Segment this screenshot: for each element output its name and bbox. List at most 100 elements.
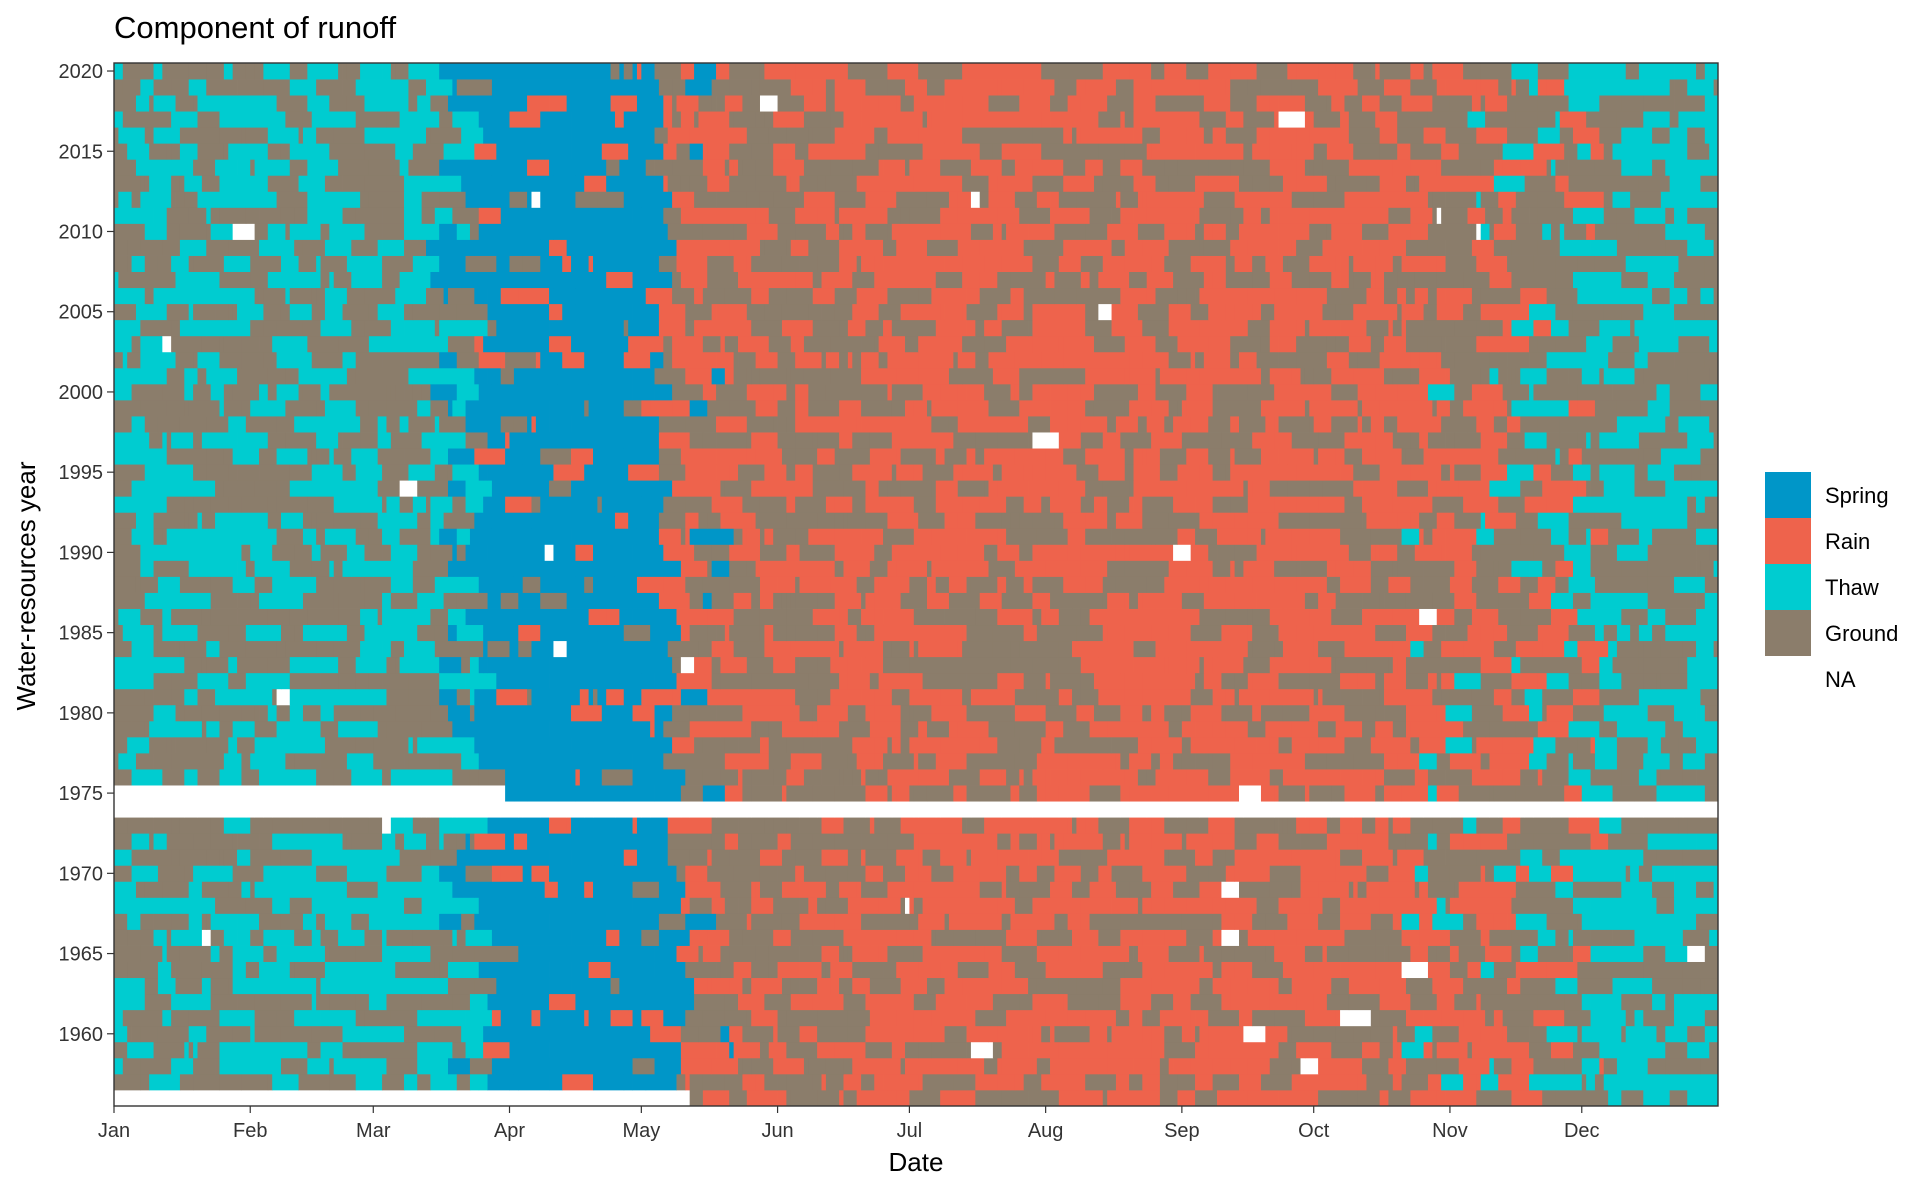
heat-cell-rain — [1208, 1025, 1222, 1043]
heat-cell-thaw — [1678, 416, 1710, 433]
heat-cell-rain — [1304, 1041, 1328, 1059]
heat-cell-rain — [746, 223, 778, 240]
heat-cell-spring — [535, 416, 550, 433]
heat-cell-rain — [944, 977, 963, 995]
heat-cell-spring — [628, 287, 647, 305]
heat-cell-spring — [575, 897, 581, 914]
heat-cell-ground — [1129, 1073, 1143, 1091]
heat-cell-ground — [1225, 271, 1253, 289]
heat-cell-rain — [922, 688, 941, 706]
heat-cell-thaw — [346, 528, 357, 545]
heat-cell-rain — [1322, 977, 1332, 995]
heat-cell-spring — [579, 769, 590, 786]
heat-cell-spring — [456, 480, 466, 497]
heat-cell-ground — [1269, 865, 1301, 882]
heat-cell-ground — [830, 544, 836, 561]
heat-cell-thaw — [188, 383, 194, 401]
heat-cell-ground — [786, 785, 814, 802]
heat-cell-ground — [676, 1073, 686, 1091]
heat-cell-ground — [1485, 1009, 1495, 1027]
heat-cell-ground — [1630, 624, 1640, 642]
heat-cell-rain — [1058, 432, 1082, 449]
heat-cell-rain — [1256, 993, 1271, 1011]
heat-cell-ground — [157, 255, 172, 272]
heat-cell-spring — [505, 608, 519, 626]
heat-cell-ground — [1093, 383, 1108, 401]
heat-cell-ground — [839, 720, 871, 738]
heat-cell-ground — [1559, 736, 1578, 754]
heat-cell-ground — [1603, 624, 1609, 642]
heat-cell-rain — [1177, 1057, 1192, 1075]
heat-cell-ground — [1564, 1057, 1583, 1075]
heat-cell-ground — [883, 239, 897, 256]
heat-cell-rain — [1217, 656, 1244, 674]
heat-cell-rain — [1524, 496, 1548, 513]
heat-cell-rain — [768, 528, 774, 545]
heat-cell-rain — [1498, 335, 1530, 353]
heat-cell-rain — [1256, 688, 1262, 706]
heat-cell-rain — [1335, 448, 1345, 465]
heat-cell-na — [1674, 801, 1684, 818]
heat-cell-rain — [1247, 672, 1253, 690]
heat-cell-ground — [1282, 704, 1310, 722]
heat-cell-rain — [759, 736, 770, 754]
heat-cell-spring — [509, 1073, 519, 1091]
heat-cell-rain — [1120, 287, 1148, 305]
heat-cell-ground — [1542, 993, 1548, 1011]
heat-cell-rain — [1239, 640, 1249, 658]
heat-cell-rain — [729, 544, 761, 561]
heat-cell-rain — [1168, 319, 1200, 337]
heat-cell-thaw — [469, 688, 475, 706]
heat-cell-ground — [676, 913, 686, 930]
heat-cell-ground — [250, 929, 264, 946]
heat-cell-ground — [439, 752, 462, 770]
heat-cell-na — [114, 785, 137, 802]
heat-cell-rain — [1269, 977, 1279, 995]
heat-cell-thaw — [175, 271, 198, 289]
heat-cell-rain — [1414, 496, 1433, 513]
heat-cell-spring — [597, 416, 616, 433]
heat-cell-rain — [1001, 255, 1007, 272]
heat-cell-ground — [1304, 592, 1319, 609]
heat-cell-rain — [1410, 512, 1420, 529]
heat-cell-thaw — [364, 849, 370, 866]
heat-cell-ground — [1036, 688, 1055, 706]
heat-cell-ground — [821, 961, 827, 979]
heat-cell-ground — [1199, 977, 1214, 995]
heat-cell-spring — [575, 881, 585, 898]
heat-cell-spring — [588, 817, 603, 834]
heat-cell-na — [426, 801, 431, 818]
heat-cell-thaw — [377, 432, 392, 449]
heat-cell-rain — [1427, 416, 1442, 433]
heat-cell-rain — [874, 752, 884, 770]
heat-cell-rain — [1080, 945, 1099, 962]
heat-cell-rain — [1384, 672, 1407, 690]
heat-cell-rain — [1120, 833, 1126, 850]
heat-cell-ground — [302, 239, 326, 256]
heat-cell-ground — [944, 608, 976, 626]
heat-cell-rain — [1555, 640, 1565, 658]
heat-cell-thaw — [131, 640, 150, 658]
heat-cell-rain — [1208, 576, 1218, 593]
heat-cell-ground — [1379, 592, 1385, 609]
heat-cell-spring — [522, 769, 546, 786]
heat-cell-rain — [663, 576, 686, 593]
heat-cell-rain — [1221, 1041, 1240, 1059]
heat-cell-ground — [1449, 367, 1468, 385]
heat-cell-rain — [1405, 688, 1433, 706]
heat-cell-ground — [786, 512, 818, 529]
heat-cell-ground — [1340, 1089, 1359, 1107]
heat-cell-spring — [632, 897, 660, 914]
heat-cell-ground — [926, 785, 954, 802]
heat-cell-ground — [1678, 736, 1697, 754]
heat-cell-rain — [953, 1009, 976, 1027]
heat-cell-rain — [817, 448, 836, 465]
heat-cell-thaw — [197, 351, 220, 369]
heat-cell-spring — [509, 480, 532, 497]
heat-cell-ground — [223, 399, 242, 417]
heat-cell-thaw — [114, 1057, 124, 1075]
heat-cell-rain — [1089, 881, 1095, 898]
heat-cell-thaw — [1652, 1073, 1684, 1091]
heat-cell-rain — [1533, 319, 1552, 337]
heat-cell-ground — [610, 977, 620, 995]
